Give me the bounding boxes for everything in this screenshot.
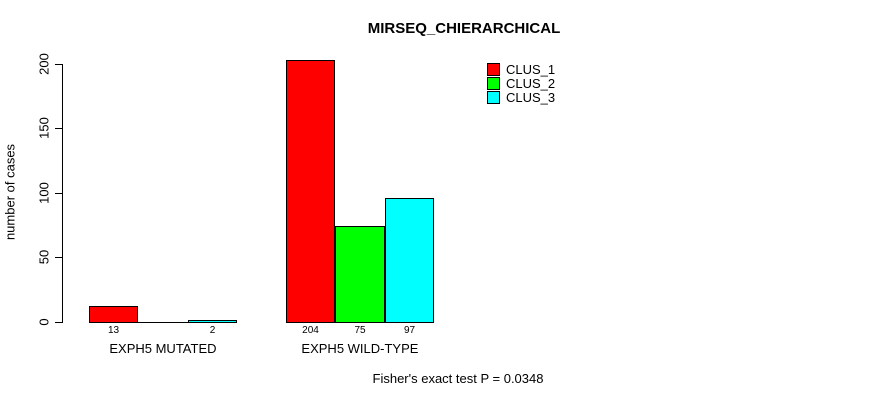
legend-swatch-clus_2 bbox=[487, 77, 500, 90]
category-label: EXPH5 WILD-TYPE bbox=[301, 341, 419, 356]
legend-label: CLUS_3 bbox=[506, 90, 556, 105]
bar-value-label: 13 bbox=[107, 325, 120, 336]
y-tick bbox=[55, 193, 62, 194]
category-label: EXPH5 MUTATED bbox=[109, 341, 217, 356]
bar-value-label: 97 bbox=[403, 325, 416, 336]
bar-clus_1-2 bbox=[286, 60, 335, 323]
legend-label: CLUS_2 bbox=[506, 76, 556, 91]
bar-value-label: 2 bbox=[209, 325, 216, 336]
annotation-pvalue: Fisher's exact test P = 0.0348 bbox=[372, 371, 544, 386]
y-axis-title: number of cases bbox=[2, 143, 18, 241]
legend-swatch-clus_1 bbox=[487, 63, 500, 76]
bar-value-label: 204 bbox=[302, 325, 319, 336]
y-tick bbox=[55, 128, 62, 129]
y-axis-line bbox=[62, 64, 63, 323]
y-tick-label: 150 bbox=[36, 117, 52, 139]
y-tick-label: 50 bbox=[36, 249, 52, 265]
bar-clus_3-1 bbox=[188, 320, 237, 323]
bar-value-label: 75 bbox=[354, 325, 366, 336]
y-tick bbox=[55, 322, 62, 323]
y-tick-label: 200 bbox=[36, 53, 52, 75]
legend-label: CLUS_1 bbox=[506, 62, 556, 77]
bar-clus_3-2 bbox=[385, 198, 434, 323]
y-tick bbox=[55, 257, 62, 258]
legend-swatch-clus_3 bbox=[487, 91, 500, 104]
bar-clus_2-2 bbox=[335, 226, 385, 323]
y-tick-label: 100 bbox=[36, 182, 52, 204]
chart-title: MIRSEQ_CHIERARCHICAL bbox=[367, 20, 561, 37]
y-tick-label: 0 bbox=[36, 318, 52, 326]
bar-clus_1-1 bbox=[89, 306, 138, 323]
group-baseline bbox=[89, 322, 237, 323]
y-tick bbox=[55, 64, 62, 65]
